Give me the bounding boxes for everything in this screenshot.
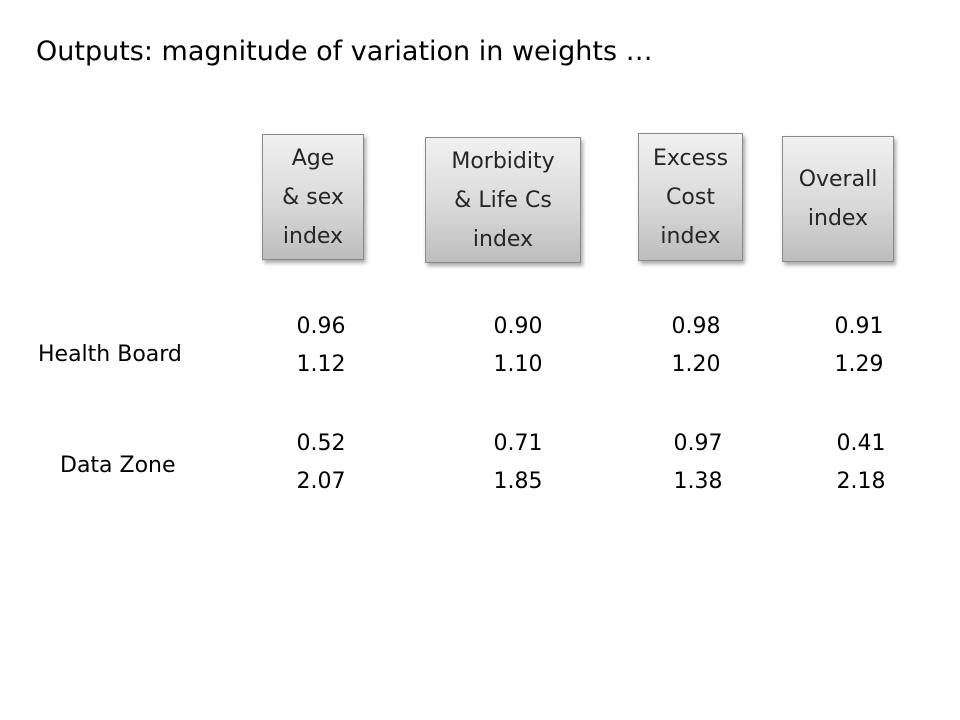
health-board-overall-values: 0.91 1.29 — [834, 314, 884, 377]
data-zone-age-sex-values: 0.52 2.07 — [296, 431, 346, 494]
data-zone-morbidity-values: 0.71 1.85 — [493, 431, 543, 494]
data-zone-overall-values: 0.41 2.18 — [836, 431, 886, 494]
header-box-excess-cost-index: Excess Cost index — [638, 133, 743, 261]
header-box-morbidity-life-cs-index: Morbidity & Life Cs index — [425, 137, 581, 263]
header-label-age-sex-index: Age & sex index — [282, 145, 344, 249]
row-label-health-board: Health Board — [38, 342, 182, 367]
header-box-age-sex-index: Age & sex index — [262, 134, 364, 260]
header-label-morbidity-life-cs-index: Morbidity & Life Cs index — [451, 148, 555, 252]
health-board-morbidity-values: 0.90 1.10 — [493, 314, 543, 377]
header-box-overall-index: Overall index — [782, 136, 894, 262]
header-label-overall-index: Overall index — [798, 167, 878, 231]
row-label-data-zone: Data Zone — [60, 453, 176, 478]
header-label-excess-cost-index: Excess Cost index — [652, 145, 729, 249]
data-zone-excess-cost-values: 0.97 1.38 — [673, 431, 723, 494]
health-board-age-sex-values: 0.96 1.12 — [296, 314, 346, 377]
health-board-excess-cost-values: 0.98 1.20 — [671, 314, 721, 377]
slide-title: Outputs: magnitude of variation in weigh… — [36, 36, 653, 67]
